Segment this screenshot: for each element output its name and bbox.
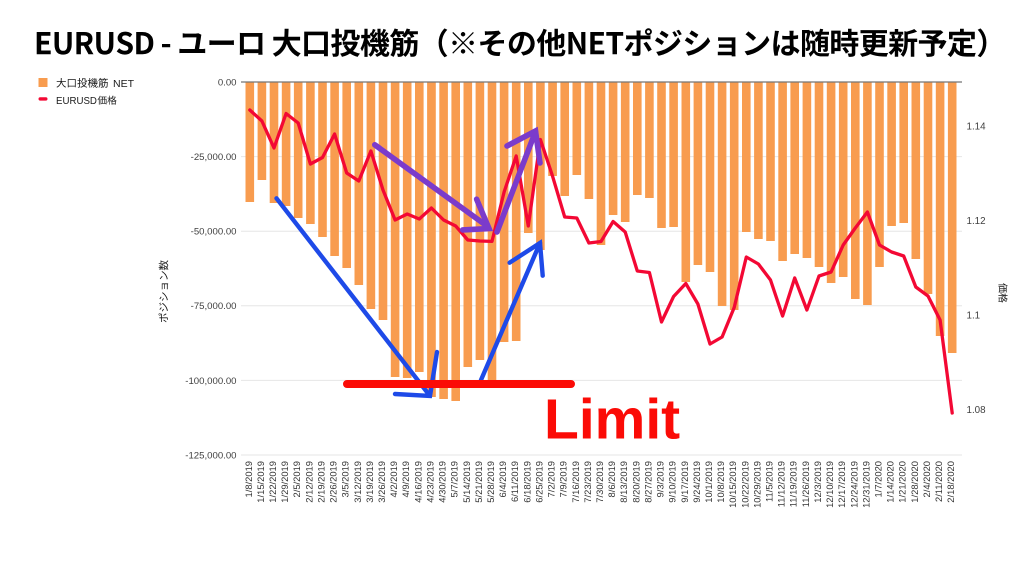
svg-text:11/5/2019: 11/5/2019 — [764, 461, 775, 502]
svg-text:2/11/2020: 2/11/2020 — [933, 461, 944, 502]
svg-text:3/19/2019: 3/19/2019 — [364, 461, 375, 503]
svg-text:-50,000.00: -50,000.00 — [191, 227, 237, 238]
svg-text:4/23/2019: 4/23/2019 — [424, 461, 435, 503]
svg-text:9/24/2019: 9/24/2019 — [691, 461, 702, 503]
svg-text:5/21/2019: 5/21/2019 — [473, 461, 484, 503]
svg-text:7/23/2019: 7/23/2019 — [582, 461, 593, 503]
svg-text:7/2/2019: 7/2/2019 — [546, 461, 557, 498]
svg-text:0.00: 0.00 — [218, 77, 237, 88]
svg-text:5/14/2019: 5/14/2019 — [461, 461, 472, 503]
svg-text:11/19/2019: 11/19/2019 — [788, 461, 799, 507]
svg-text:11/26/2019: 11/26/2019 — [800, 461, 811, 507]
svg-text:1.1: 1.1 — [967, 311, 981, 322]
svg-text:7/9/2019: 7/9/2019 — [558, 461, 569, 498]
svg-text:10/22/2019: 10/22/2019 — [739, 461, 750, 508]
svg-text:1/21/2020: 1/21/2020 — [897, 461, 908, 503]
svg-text:12/10/2019: 12/10/2019 — [824, 461, 835, 508]
svg-text:9/17/2019: 9/17/2019 — [679, 461, 690, 503]
svg-text:12/24/2019: 12/24/2019 — [848, 461, 859, 508]
svg-text:1.08: 1.08 — [967, 405, 987, 416]
svg-text:10/1/2019: 10/1/2019 — [703, 461, 714, 503]
svg-text:3/26/2019: 3/26/2019 — [376, 461, 387, 503]
svg-text:-100,000.00: -100,000.00 — [185, 376, 236, 387]
svg-text:6/25/2019: 6/25/2019 — [533, 461, 544, 503]
svg-text:NET: NET — [113, 78, 135, 90]
svg-text:5/28/2019: 5/28/2019 — [485, 461, 496, 503]
svg-text:7/16/2019: 7/16/2019 — [570, 461, 581, 503]
svg-text:1/8/2019: 1/8/2019 — [243, 461, 254, 498]
svg-text:11/12/2019: 11/12/2019 — [776, 461, 787, 507]
svg-text:12/3/2019: 12/3/2019 — [812, 461, 823, 503]
svg-text:2/5/2019: 2/5/2019 — [291, 461, 302, 498]
svg-text:12/17/2019: 12/17/2019 — [836, 461, 847, 508]
svg-text:7/30/2019: 7/30/2019 — [594, 461, 605, 503]
svg-text:3/5/2019: 3/5/2019 — [340, 461, 351, 498]
svg-text:1/15/2019: 1/15/2019 — [255, 461, 266, 503]
svg-text:4/30/2019: 4/30/2019 — [437, 461, 448, 503]
svg-text:10/29/2019: 10/29/2019 — [751, 461, 762, 508]
svg-text:-75,000.00: -75,000.00 — [191, 301, 237, 312]
svg-text:2/19/2019: 2/19/2019 — [316, 461, 327, 503]
svg-text:Limit: Limit — [544, 388, 680, 452]
svg-text:9/10/2019: 9/10/2019 — [667, 461, 678, 503]
svg-text:1.12: 1.12 — [967, 216, 986, 227]
svg-text:12/31/2019: 12/31/2019 — [860, 461, 871, 508]
svg-text:2/26/2019: 2/26/2019 — [328, 461, 339, 503]
svg-text:4/16/2019: 4/16/2019 — [412, 461, 423, 503]
svg-text:8/6/2019: 8/6/2019 — [606, 461, 617, 498]
svg-text:4/2/2019: 4/2/2019 — [388, 461, 399, 498]
svg-text:3/12/2019: 3/12/2019 — [352, 461, 363, 503]
svg-text:1/28/2020: 1/28/2020 — [909, 461, 920, 503]
svg-text:6/4/2019: 6/4/2019 — [497, 461, 508, 498]
svg-text:EURUSD: EURUSD — [56, 96, 97, 107]
svg-text:1/7/2020: 1/7/2020 — [873, 461, 884, 498]
svg-text:5/7/2019: 5/7/2019 — [449, 461, 460, 498]
svg-text:6/11/2019: 6/11/2019 — [509, 461, 520, 502]
svg-text:8/27/2019: 8/27/2019 — [642, 461, 653, 503]
svg-text:1/29/2019: 1/29/2019 — [279, 461, 290, 503]
svg-text:8/13/2019: 8/13/2019 — [618, 461, 629, 503]
svg-text:4/9/2019: 4/9/2019 — [400, 461, 411, 498]
svg-text:2/12/2019: 2/12/2019 — [303, 461, 314, 503]
svg-text:1/22/2019: 1/22/2019 — [267, 461, 278, 503]
svg-text:-25,000.00: -25,000.00 — [191, 152, 237, 163]
svg-text:8/20/2019: 8/20/2019 — [630, 461, 641, 503]
svg-text:1/14/2020: 1/14/2020 — [885, 461, 896, 503]
svg-text:-125,000.00: -125,000.00 — [185, 450, 236, 461]
svg-text:6/18/2019: 6/18/2019 — [521, 461, 532, 503]
svg-text:2/18/2020: 2/18/2020 — [945, 461, 956, 503]
svg-text:1.14: 1.14 — [967, 122, 987, 133]
svg-text:9/3/2019: 9/3/2019 — [655, 461, 666, 498]
svg-text:10/8/2019: 10/8/2019 — [715, 461, 726, 503]
svg-text:10/15/2019: 10/15/2019 — [727, 461, 738, 508]
svg-text:2/4/2020: 2/4/2020 — [921, 461, 932, 498]
